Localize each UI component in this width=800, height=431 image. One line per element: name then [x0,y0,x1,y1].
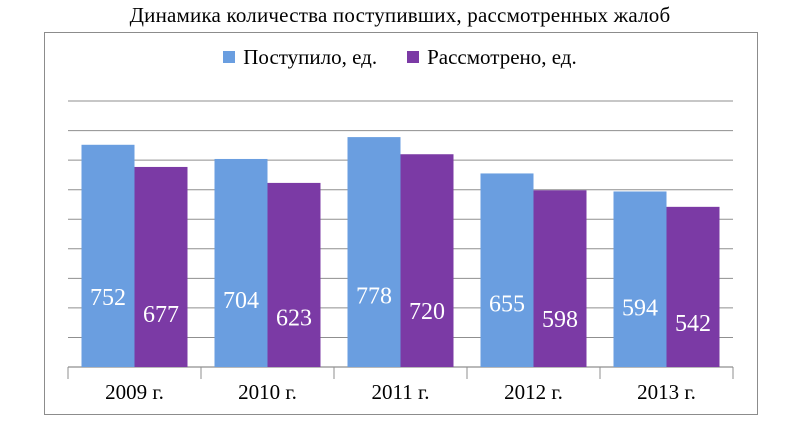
data-label: 720 [409,299,445,325]
legend-label-received: Поступило, ед. [243,44,378,69]
bar-received [214,158,268,367]
bar-received [81,144,135,367]
data-label: 704 [223,288,259,314]
bar-reviewed [666,206,720,367]
x-tick-label: 2009 г. [105,380,164,404]
x-tick-label: 2013 г. [637,380,696,404]
bar-received [347,137,401,367]
chart-legend: Поступило, ед. Рассмотрено, ед. [0,42,800,72]
legend-swatch-received [223,51,236,63]
legend-label-reviewed: Рассмотрено, ед. [427,44,577,69]
legend-item-received: Поступило, ед. [223,45,377,70]
bar-reviewed [134,166,188,367]
data-label: 778 [356,283,392,309]
legend-item-reviewed: Рассмотрено, ед. [407,45,577,70]
bar-reviewed [267,182,321,367]
bar-reviewed [533,190,587,367]
x-tick-label: 2010 г. [238,380,297,404]
data-label: 594 [622,295,658,321]
data-label: 598 [542,307,578,333]
data-label: 542 [675,311,711,337]
data-label: 752 [90,285,126,311]
data-label: 623 [276,305,312,331]
bar-received [480,173,534,367]
legend-swatch-reviewed [407,51,420,63]
data-label: 655 [489,291,525,317]
chart-title: Динамика количества поступивших, рассмот… [129,3,671,27]
bar-reviewed [400,154,454,367]
bar-received [613,191,667,367]
x-tick-label: 2011 г. [372,380,430,404]
x-tick-label: 2012 г. [504,380,563,404]
data-label: 677 [143,302,179,328]
